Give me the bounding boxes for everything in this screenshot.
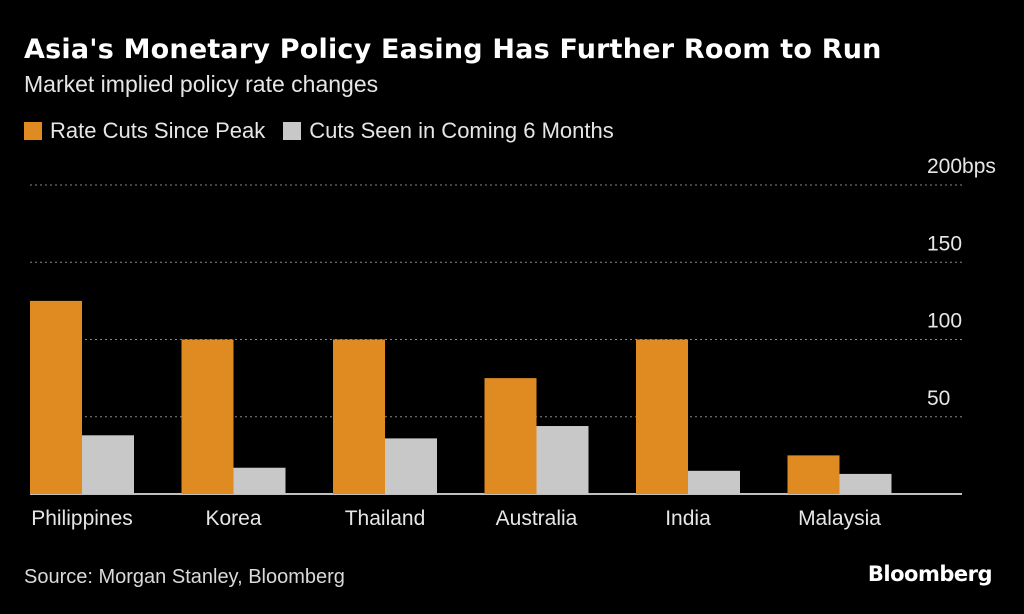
y-tick-label: 50 (927, 387, 950, 410)
bloomberg-logo: Bloomberg (867, 562, 993, 586)
y-tick-label: 150 (927, 232, 962, 255)
bar-rate-cuts (787, 455, 840, 494)
x-tick-label: Australia (496, 507, 578, 530)
legend-item-cuts-seen: Cuts Seen in Coming 6 Months (283, 118, 614, 144)
y-tick-label: 200bps (927, 155, 996, 178)
x-tick-label: Korea (205, 507, 261, 530)
bar-rate-cuts (636, 339, 688, 494)
legend-swatch-rate-cuts (24, 122, 42, 140)
source-note: Source: Morgan Stanley, Bloomberg (24, 566, 345, 588)
legend: Rate Cuts Since Peak Cuts Seen in Coming… (24, 118, 632, 144)
x-tick-label: Malaysia (798, 507, 881, 530)
bar-cuts-seen (233, 467, 286, 494)
x-tick-label: Philippines (31, 507, 133, 530)
bar-cuts-seen (536, 426, 589, 494)
x-tick-label: Thailand (345, 507, 426, 530)
bar-rate-cuts (484, 378, 537, 494)
legend-label-rate-cuts: Rate Cuts Since Peak (50, 118, 266, 143)
legend-item-rate-cuts: Rate Cuts Since Peak (24, 118, 265, 144)
x-tick-label: India (665, 507, 711, 530)
bar-rate-cuts (333, 339, 385, 494)
bar-chart: 50 100 150 200bps Philippines Korea Thailand Au… (30, 155, 996, 530)
bar-cuts-seen (688, 470, 740, 494)
bar-rate-cuts (181, 339, 234, 494)
legend-swatch-cuts-seen (283, 122, 302, 140)
legend-label-cuts-seen: Cuts Seen in Coming 6 Months (309, 118, 614, 143)
y-tick-label: 100 (927, 310, 962, 333)
chart-title: Asia's Monetary Policy Easing Has Furthe… (24, 34, 882, 65)
bar-cuts-seen (385, 438, 437, 494)
bar-cuts-seen (839, 473, 892, 494)
chart-subtitle: Market implied policy rate changes (24, 71, 379, 97)
bar-cuts-seen (82, 435, 134, 494)
bar-rate-cuts (30, 300, 82, 494)
